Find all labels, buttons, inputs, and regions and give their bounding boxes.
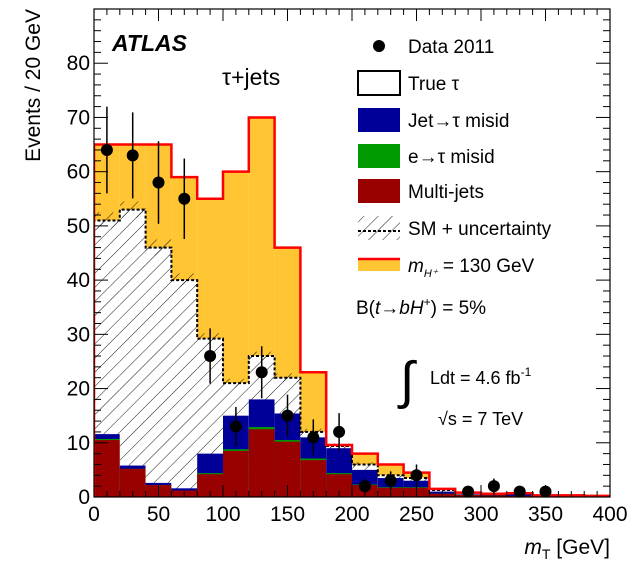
legend-item-data: Data 2011: [373, 37, 494, 58]
data-points: [100, 106, 552, 498]
sm-hatch-bar: [119, 209, 146, 497]
legend-label: SM + uncertainty: [408, 219, 552, 240]
signal-bar: [274, 247, 301, 378]
legend-swatch-e-misid: [358, 144, 400, 168]
y-tick-label: 40: [67, 269, 90, 292]
data-point: [255, 366, 268, 379]
multijet-bar: [248, 429, 275, 497]
y-tick-label: 60: [67, 161, 90, 184]
legend: Data 2011 True τ Jet→τ misid e→τ misid Multi…: [357, 37, 552, 280]
data-point: [281, 409, 294, 422]
y-tick-label: 0: [78, 486, 90, 509]
legend-marker-data: [373, 40, 385, 52]
legend-swatch-multijets: [358, 179, 400, 203]
legend-item-sm: SM + uncertainty: [358, 216, 552, 240]
legend-swatch-sm-hatch: [358, 216, 400, 240]
uncertainty-band: [274, 373, 301, 383]
y-tick-label: 30: [67, 323, 90, 346]
x-tick-label: 150: [270, 503, 305, 526]
channel-label: τ+jets: [222, 64, 280, 90]
data-point: [358, 480, 371, 493]
luminosity-label: Ldt = 4.6 fb-1: [430, 365, 532, 388]
legend-item-multijets: Multi-jets: [358, 179, 484, 203]
x-tick-label: 50: [147, 503, 170, 526]
y-tick-label: 70: [67, 106, 90, 129]
atlas-label: ATLAS: [111, 30, 188, 56]
signal-bar: [223, 171, 249, 384]
data-point: [307, 431, 320, 444]
x-tick-label: 300: [463, 503, 498, 526]
data-point: [178, 192, 191, 205]
multijet-bar: [326, 474, 352, 497]
data-point: [410, 469, 423, 482]
x-tick-label: 100: [205, 503, 240, 526]
signal-bar: [352, 453, 378, 465]
uncertainty-band: [145, 239, 172, 256]
x-tick-label: 200: [334, 503, 369, 526]
multijet-bar: [300, 460, 327, 497]
legend-swatch-true-tau: [357, 70, 401, 96]
data-point: [204, 350, 217, 363]
legend-item-jet-misid: Jet→τ misid: [358, 108, 509, 132]
data-point: [333, 425, 346, 438]
multijet-bar: [94, 440, 120, 497]
y-axis-label: Events / 20 GeV: [22, 9, 45, 162]
y-tick-label: 20: [67, 378, 90, 401]
signal-bar: [377, 464, 404, 476]
legend-label: True τ: [408, 74, 460, 95]
data-point: [100, 143, 113, 156]
data-point: [126, 149, 139, 162]
x-tick-label: 250: [399, 503, 434, 526]
legend-label: Jet→τ misid: [408, 111, 509, 132]
data-point: [152, 176, 165, 189]
stacked-histogram: [94, 117, 610, 497]
branching-ratio-label: B(t→bH+) = 5%: [356, 295, 486, 319]
signal-bar: [197, 198, 223, 339]
y-tick-label: 50: [67, 215, 90, 238]
legend-label: Multi-jets: [408, 182, 484, 203]
legend-label: mH⁺ = 130 GeV: [408, 256, 535, 280]
y-tick-label: 80: [67, 52, 90, 75]
legend-swatch-jet-misid: [358, 108, 400, 132]
data-point: [229, 420, 242, 433]
energy-label: √s = 7 TeV: [438, 409, 523, 429]
x-axis-label: mT [GeV]: [524, 536, 610, 562]
legend-item-signal: mH⁺ = 130 GeV: [358, 256, 535, 280]
uncertainty-band: [171, 273, 198, 287]
sm-hatch-bar: [171, 280, 198, 497]
multijet-bar: [197, 474, 223, 497]
x-tick-label: 400: [592, 503, 627, 526]
signal-bar: [248, 117, 275, 357]
sm-hatch-bar: [145, 247, 172, 497]
multijet-bar: [223, 450, 249, 497]
legend-label: e→τ misid: [408, 147, 495, 168]
uncertainty-band: [94, 212, 120, 229]
data-point: [384, 474, 397, 487]
y-tick-label: 10: [67, 432, 90, 455]
legend-label: Data 2011: [408, 37, 494, 58]
legend-swatch-signal: [358, 259, 400, 271]
legend-item-e-misid: e→τ misid: [358, 144, 495, 168]
integral-sign: ∫: [397, 352, 417, 410]
axes: 0 50 100 150 200 250 300 350 400 0 10 20 30 40 50 60 70 8…: [67, 9, 628, 526]
x-tick-label: 0: [88, 503, 100, 526]
x-tick-label: 350: [528, 503, 563, 526]
legend-item-true-tau: True τ: [357, 70, 460, 96]
data-point: [487, 480, 500, 493]
